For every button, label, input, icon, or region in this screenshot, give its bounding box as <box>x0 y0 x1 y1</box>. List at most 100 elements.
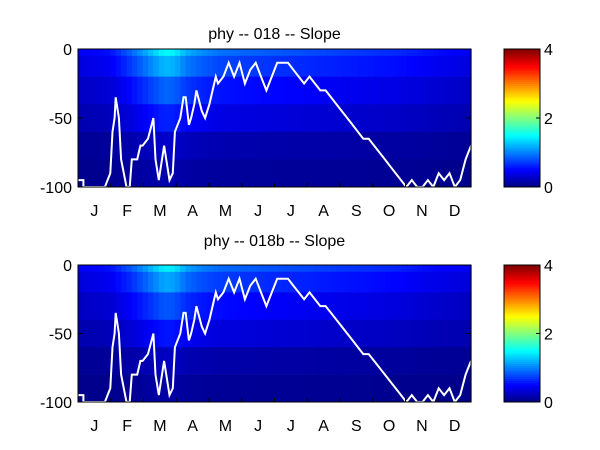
heatmap-cell <box>83 76 90 105</box>
heatmap-cell <box>147 292 154 321</box>
depth-line <box>78 275 472 405</box>
heatmap-cell <box>395 319 402 348</box>
colorbar-segment <box>504 64 540 67</box>
heatmap-cell <box>406 131 413 160</box>
heatmap-cell <box>169 76 176 105</box>
heatmap-cell <box>261 131 268 160</box>
heatmap-cell <box>347 265 354 273</box>
heatmap-cell <box>379 131 386 160</box>
heatmap-cell <box>94 104 101 133</box>
heatmap-cell <box>401 76 407 105</box>
heatmap-cell <box>244 265 251 273</box>
heatmap-cell <box>438 49 445 57</box>
heatmap-cell <box>314 271 321 293</box>
heatmap-cell <box>325 159 332 188</box>
heatmap-cell <box>454 374 461 403</box>
heatmap-cell <box>201 131 208 160</box>
colorbar-segment <box>504 180 540 184</box>
heatmap-cell <box>126 55 133 77</box>
heatmap-cell <box>282 76 289 105</box>
x-tick-label: A <box>318 418 329 435</box>
heatmap-cell <box>309 292 316 321</box>
heatmap-cell <box>417 104 424 133</box>
heatmap-cell <box>110 347 117 375</box>
heatmap-cell <box>287 159 294 188</box>
heatmap-cell <box>137 374 144 403</box>
heatmap-cell <box>153 347 160 375</box>
heatmap-cell <box>234 374 241 403</box>
heatmap-cell <box>438 76 445 105</box>
heatmap-cell <box>83 159 90 188</box>
heatmap-cell <box>142 55 149 77</box>
heatmap-cell <box>164 347 171 375</box>
heatmap-cell <box>261 374 268 403</box>
heatmap-cell <box>131 55 138 77</box>
colorbar-segment <box>504 178 540 182</box>
heatmap-cell <box>352 76 359 105</box>
x-tick-label: J <box>287 418 295 435</box>
heatmap-cell <box>304 104 311 133</box>
heatmap-cell <box>460 374 467 403</box>
heatmap-cell <box>94 55 101 77</box>
heatmap-cell <box>444 265 451 273</box>
heatmap-cell <box>250 347 257 375</box>
heatmap-cell <box>169 292 176 321</box>
heatmap-cell <box>384 55 391 77</box>
colorbar-segment <box>504 376 540 379</box>
heatmap-cell <box>406 76 413 105</box>
heatmap-cell <box>147 374 154 403</box>
x-tick-label: D <box>449 203 461 220</box>
heatmap-cell <box>244 131 251 160</box>
heatmap-cell <box>121 347 128 375</box>
heatmap-cell <box>363 374 370 403</box>
heatmap-cell <box>99 265 106 273</box>
heatmap-cell <box>347 271 354 293</box>
heatmap-cell <box>325 319 332 348</box>
heatmap-cell <box>282 55 289 77</box>
colorbar-segment <box>504 143 540 147</box>
heatmap-cell <box>331 292 338 321</box>
heatmap-cell <box>465 265 472 273</box>
heatmap-cell <box>298 76 305 105</box>
heatmap-cell <box>438 55 445 77</box>
heatmap-cell <box>191 292 198 321</box>
heatmap-cell <box>460 131 467 160</box>
heatmap-cell <box>174 131 181 160</box>
heatmap-cell <box>217 265 224 273</box>
heatmap-cell <box>207 49 214 57</box>
heatmap-cell <box>390 55 397 77</box>
x-tick-label: M <box>219 203 232 220</box>
heatmap-cell <box>320 131 327 160</box>
colorbar-tick-label: 2 <box>544 327 553 344</box>
heatmap-cell <box>314 347 321 375</box>
heatmap-cell <box>427 347 434 375</box>
heatmap-cell <box>147 131 154 160</box>
heatmap-cell <box>395 265 402 273</box>
heatmap-cell <box>207 319 214 348</box>
heatmap-cell <box>88 319 95 348</box>
heatmap-cell <box>78 265 84 273</box>
heatmap-cell <box>83 104 90 133</box>
heatmap-cell <box>422 319 429 348</box>
y-tick-label: -50 <box>49 111 72 128</box>
heatmap-cell <box>104 76 111 105</box>
heatmap-cell <box>271 104 278 133</box>
heatmap-cell <box>433 319 440 348</box>
heatmap-cell <box>239 347 246 375</box>
heatmap-cell <box>314 76 321 105</box>
heatmap-cell <box>174 159 181 188</box>
heatmap-cell <box>121 104 128 133</box>
heatmap-cell <box>444 159 451 188</box>
heatmap-cell <box>379 76 386 105</box>
heatmap-cell <box>406 159 413 188</box>
heatmap-cell <box>121 319 128 348</box>
heatmap-cell <box>239 319 246 348</box>
heatmap-cell <box>131 76 138 105</box>
heatmap-cell <box>460 76 467 105</box>
heatmap-cell <box>336 55 343 77</box>
heatmap-cell <box>180 347 187 375</box>
heatmap-cell <box>104 374 111 403</box>
heatmap-cell <box>191 76 198 105</box>
heatmap-cell <box>239 104 246 133</box>
heatmap-cell <box>427 131 434 160</box>
